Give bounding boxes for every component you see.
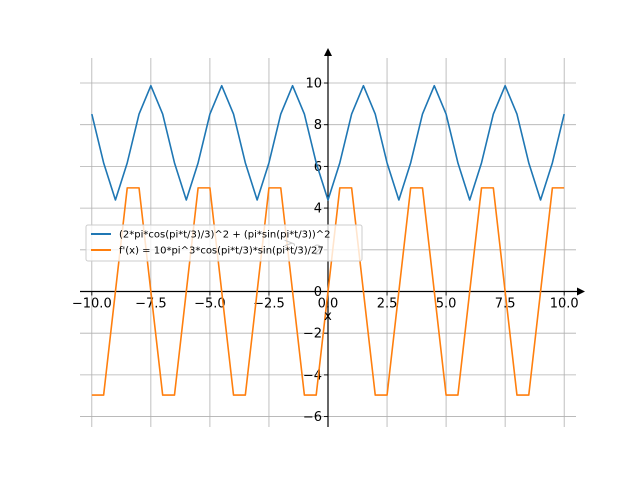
x-tick-label-6: 5.0: [436, 296, 457, 311]
y-tick-label-0: −6: [303, 410, 322, 425]
y-tick-label-3: 0: [314, 285, 322, 300]
legend-frame: [85, 224, 363, 262]
y-tick-label-5: 4: [314, 202, 322, 217]
x-tick-label-5: 2.5: [377, 296, 398, 311]
x-tick-label-2: −5.0: [194, 296, 226, 311]
series-line-1: [91, 187, 565, 396]
y-tick-label-8: 10: [305, 77, 322, 92]
legend-label-0: (2*pi*cos(pi*t/3)/3)^2 + (pi*sin(pi*t/3)…: [119, 230, 330, 241]
x-axis-label: x: [324, 309, 332, 324]
series: [91, 84, 565, 396]
x-tick-label-0: −10.0: [72, 296, 112, 311]
x-tick-label-4: 0.0: [318, 296, 339, 311]
legend-label-1: f'(x) = 10*pi^3*cos(pi*t/3)*sin(pi*t/3)/…: [119, 246, 324, 257]
x-axis-arrow: [577, 287, 585, 296]
series-line-0: [91, 84, 565, 201]
y-tick-label-7: 8: [314, 118, 322, 133]
x-tick-label-7: 7.5: [495, 296, 516, 311]
x-tick-label-3: −2.5: [253, 296, 285, 311]
legend: (2*pi*cos(pi*t/3)/3)^2 + (pi*sin(pi*t/3)…: [85, 224, 363, 262]
ticks: −10.0 −7.5 −5.0 −2.5 0.0 2.5 5.0 7.5 10.0−6−4−20…: [72, 77, 579, 426]
x-tick-label-8: 10.0: [550, 296, 579, 311]
y-axis-arrow: [324, 48, 332, 56]
y-tick-label-2: −2: [303, 327, 322, 342]
x-tick-label-1: −7.5: [135, 296, 167, 311]
